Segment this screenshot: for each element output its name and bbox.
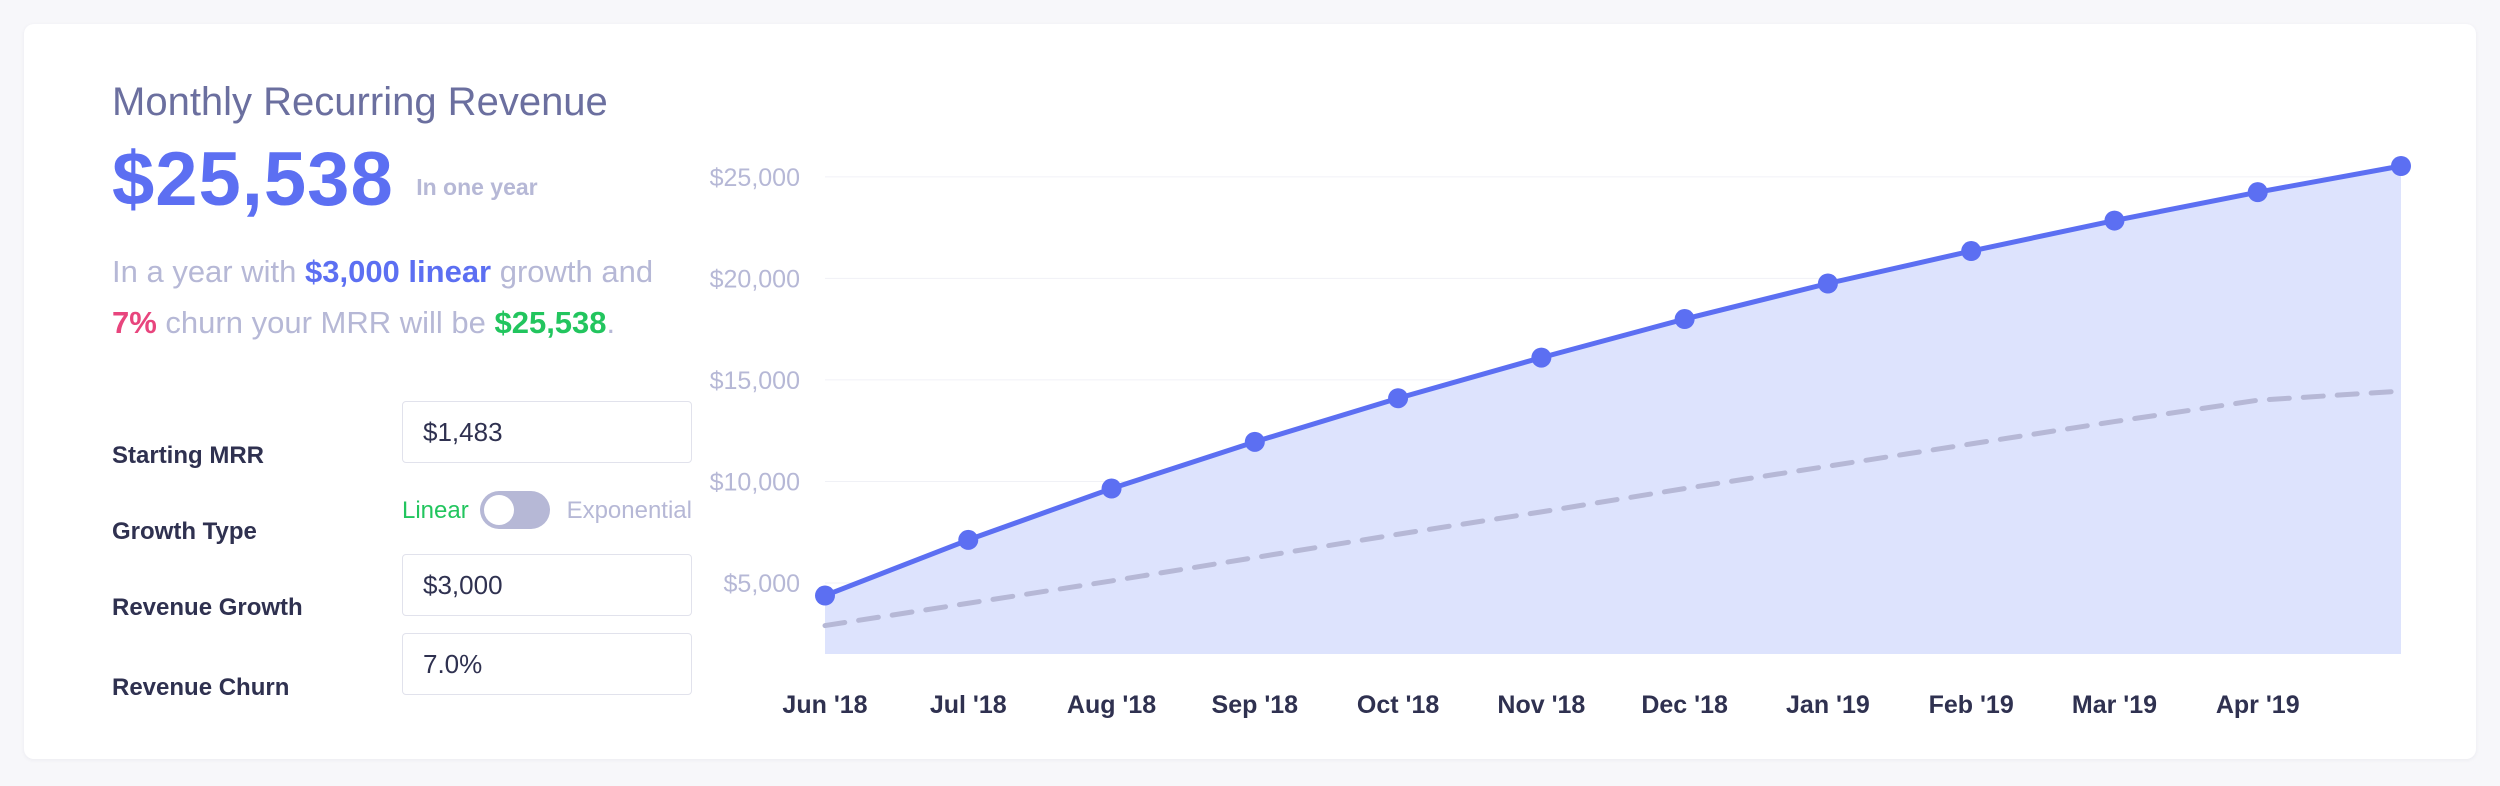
y-tick-label: $15,000 — [710, 367, 800, 395]
revenue-series-line — [824, 163, 2402, 598]
summary-churn: 7% — [112, 305, 157, 340]
y-tick-label: $10,000 — [710, 468, 800, 496]
projected-mrr-subtitle: In one year — [416, 174, 538, 200]
toggle-knob — [484, 495, 514, 525]
revenue-point — [1961, 241, 1982, 262]
x-tick-label: Jun '18 — [782, 691, 867, 719]
baseline-series-line — [822, 388, 2404, 629]
mrr-chart: $5,000 $10,000 $15,000 $20,000 $25,000 Jun '1… — [710, 156, 2411, 719]
summary-growth-amount: $3,000 linear — [304, 254, 492, 289]
x-tick-label: Aug '18 — [1067, 691, 1156, 719]
growth-type-linear-option[interactable]: Linear — [402, 497, 469, 524]
revenue-point — [1244, 431, 1265, 452]
y-tick-label: $25,000 — [710, 164, 800, 192]
mrr-projection: $25,538 In one year — [112, 136, 538, 223]
revenue-point — [1101, 478, 1122, 499]
growth-type-toggle-row: Linear Exponential — [402, 489, 692, 531]
x-tick-label: Jul '18 — [930, 691, 1007, 719]
starting-mrr-label: Starting MRR — [112, 442, 264, 469]
summary-text: growth and — [491, 254, 654, 289]
revenue-point — [1817, 273, 1838, 294]
panel-title: Monthly Recurring Revenue — [112, 80, 608, 124]
revenue-growth-label: Revenue Growth — [112, 594, 303, 621]
x-tick-label: Dec '18 — [1641, 691, 1728, 719]
revenue-point — [2391, 156, 2411, 176]
summary-text: churn your MRR will be — [156, 305, 495, 340]
starting-mrr-input[interactable] — [402, 401, 692, 463]
projection-summary: In a year with $3,000 linear growth and … — [112, 246, 702, 348]
projected-mrr-value: $25,538 — [112, 137, 394, 222]
x-tick-label: Nov '18 — [1497, 691, 1585, 719]
revenue-area — [825, 166, 2401, 654]
summary-text: . — [606, 305, 616, 340]
growth-type-label: Growth Type — [112, 518, 257, 545]
growth-type-toggle[interactable] — [480, 491, 550, 529]
revenue-point — [1531, 347, 1552, 368]
revenue-point — [1674, 309, 1695, 330]
x-tick-label: Sep '18 — [1212, 691, 1299, 719]
mrr-card: Monthly Recurring Revenue $25,538 In one… — [24, 24, 2476, 759]
revenue-point — [815, 585, 835, 606]
x-tick-label: Mar '19 — [2072, 691, 2157, 719]
y-tick-label: $20,000 — [710, 265, 800, 293]
y-tick-label: $5,000 — [724, 570, 800, 598]
x-tick-label: Jan '19 — [1786, 691, 1870, 719]
x-tick-label: Oct '18 — [1357, 691, 1439, 719]
x-tick-label: Feb '19 — [1929, 691, 2014, 719]
revenue-point — [958, 529, 979, 550]
revenue-growth-input[interactable] — [402, 554, 692, 616]
revenue-point — [2104, 210, 2125, 231]
revenue-point — [2247, 182, 2268, 203]
x-tick-label: Apr '19 — [2216, 691, 2300, 719]
revenue-point — [1388, 388, 1409, 409]
revenue-churn-label: Revenue Churn — [112, 674, 290, 701]
revenue-churn-input[interactable] — [402, 633, 692, 695]
summary-result: $25,538 — [494, 305, 607, 340]
growth-type-exponential-option[interactable]: Exponential — [566, 497, 692, 524]
summary-text: In a year with — [112, 254, 305, 289]
